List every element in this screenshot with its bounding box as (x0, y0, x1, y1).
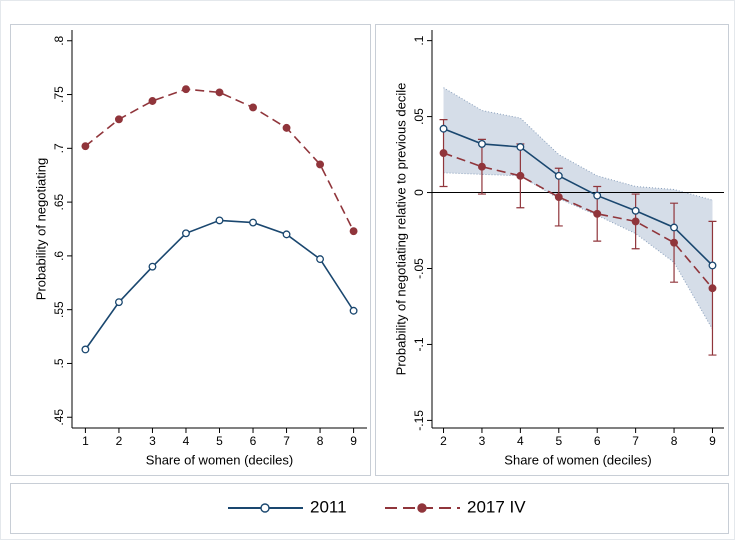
x-tick-label: 2 (440, 434, 447, 448)
marker (349, 306, 358, 315)
y-tick-label: -.15 (412, 410, 426, 431)
y-axis-label: Probability of negotiating relative to p… (393, 83, 408, 376)
marker (439, 124, 448, 133)
marker (349, 227, 358, 236)
y-tick-label: .05 (412, 108, 426, 125)
series-line (443, 127, 714, 267)
marker (477, 162, 486, 171)
ci-lower-edge (443, 172, 713, 330)
marker (631, 206, 640, 215)
marker (148, 262, 157, 271)
x-axis-label: Share of women (deciles) (504, 452, 651, 467)
marker (593, 191, 602, 200)
y-tick-label: .6 (52, 251, 66, 261)
marker (593, 209, 602, 218)
marker (81, 345, 90, 354)
x-tick-label: 6 (594, 434, 601, 448)
marker (554, 171, 563, 180)
x-tick-label: 5 (216, 434, 223, 448)
marker (215, 88, 224, 97)
x-tick-label: 4 (183, 434, 190, 448)
panel-frame (375, 24, 729, 476)
x-tick-label: 3 (149, 434, 156, 448)
marker (282, 123, 291, 132)
marker (439, 149, 448, 157)
x-tick-label: 9 (350, 434, 357, 448)
x-axis-label: Share of women (deciles) (146, 452, 293, 467)
y-axis-label: Probability of negotiating (33, 158, 48, 300)
marker (708, 261, 717, 270)
marker (148, 97, 157, 105)
ci-upper-edge (443, 87, 713, 201)
marker (249, 103, 257, 112)
marker (554, 193, 563, 202)
series-line (84, 88, 355, 232)
y-tick-label: .7 (52, 143, 66, 153)
x-tick-label: 9 (709, 434, 716, 448)
y-tick-label: .45 (52, 409, 66, 426)
y-tick-label: .5 (52, 358, 66, 368)
marker (516, 171, 525, 180)
x-tick-label: 2 (116, 434, 123, 448)
marker (316, 255, 325, 264)
y-tick-label: .65 (52, 193, 66, 210)
marker (516, 143, 525, 151)
x-tick-label: 5 (555, 434, 562, 448)
marker (114, 115, 123, 124)
marker (670, 223, 679, 232)
marker (182, 229, 190, 238)
marker (708, 284, 717, 293)
legend-frame (10, 483, 729, 534)
x-tick-label: 4 (517, 434, 524, 448)
y-tick-label: 0 (412, 189, 426, 196)
marker (182, 85, 190, 94)
marker (670, 238, 679, 247)
y-tick-label: -.1 (412, 337, 426, 351)
panel-frame (10, 24, 371, 476)
marker (316, 160, 325, 169)
legend-marker (417, 503, 427, 513)
marker (631, 217, 640, 226)
legend-label: 2011 (310, 497, 347, 516)
y-tick-label: .75 (52, 86, 66, 103)
series-line (443, 152, 714, 289)
legend-marker (260, 503, 270, 513)
y-tick-label: .8 (52, 35, 66, 45)
x-tick-label: 7 (632, 434, 639, 448)
marker (81, 142, 90, 151)
marker (215, 216, 224, 225)
confidence-band (443, 87, 713, 330)
marker (282, 230, 291, 239)
marker (114, 298, 123, 307)
marker (477, 139, 486, 148)
y-tick-label: .55 (52, 301, 66, 318)
y-tick-label: .1 (412, 35, 426, 45)
x-tick-label: 6 (250, 434, 257, 448)
y-tick-label: -.05 (412, 258, 426, 279)
x-tick-label: 8 (317, 434, 324, 448)
marker (249, 218, 257, 227)
x-tick-label: 3 (479, 434, 486, 448)
x-tick-label: 8 (671, 434, 678, 448)
legend-label: 2017 IV (467, 497, 526, 516)
x-tick-label: 1 (82, 434, 89, 448)
x-tick-label: 7 (283, 434, 290, 448)
